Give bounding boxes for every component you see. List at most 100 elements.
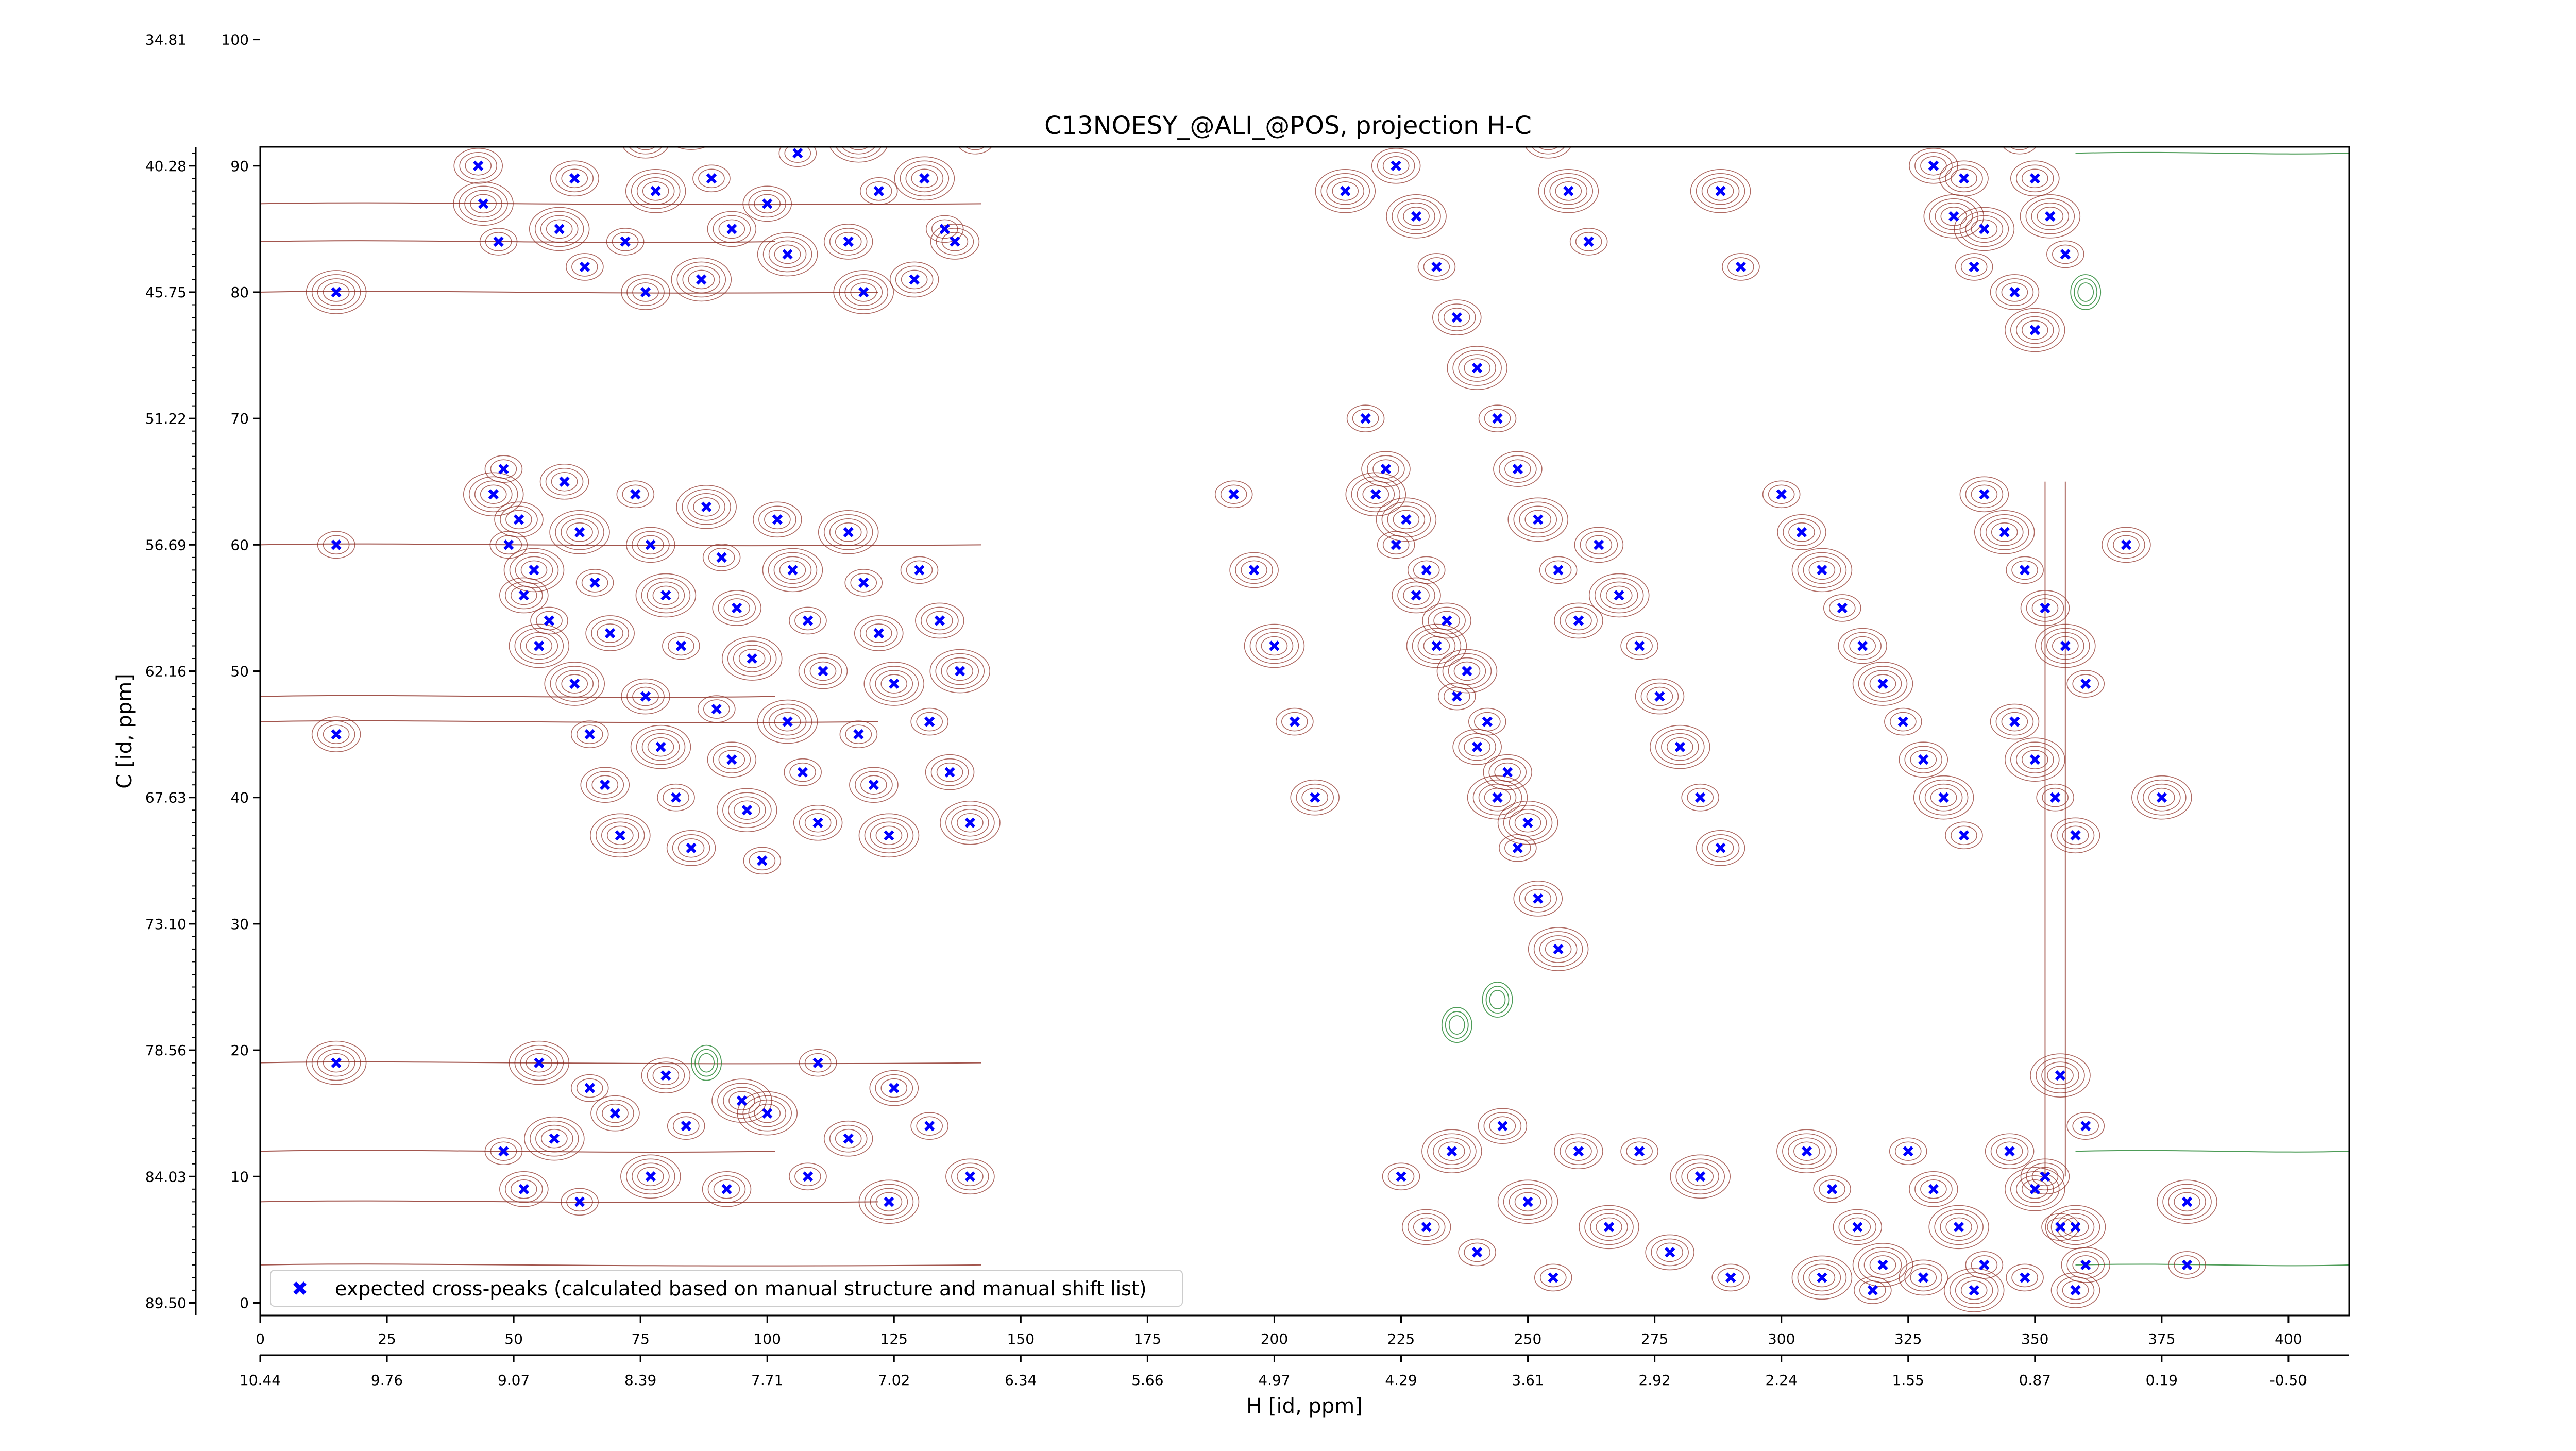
contour-ring xyxy=(617,81,643,99)
contour-ring xyxy=(591,619,629,647)
contour-ring xyxy=(692,164,731,193)
contour-ring xyxy=(748,190,787,218)
contour-ring xyxy=(2006,1263,2044,1292)
cross-peak-marker xyxy=(1725,1272,1736,1283)
contour-ring xyxy=(1823,594,1861,622)
x-ppm-tick-label: 7.02 xyxy=(878,1372,910,1389)
cross-peak-marker xyxy=(1889,61,1897,69)
contour-ring xyxy=(597,30,623,49)
contour-ring xyxy=(514,628,564,664)
contour-ring xyxy=(1544,173,1594,209)
cross-peak-marker xyxy=(545,124,553,132)
contour-ring xyxy=(597,623,623,643)
contour-ring xyxy=(839,274,889,310)
contour-ring xyxy=(1504,459,1531,479)
contour-ring xyxy=(317,720,355,748)
cross-peak-marker xyxy=(1969,261,1979,273)
contour-ring xyxy=(774,244,801,264)
contour-ring xyxy=(1905,64,1942,91)
contour-ring xyxy=(762,548,823,593)
contour-ring xyxy=(1397,581,1435,610)
contour-ring xyxy=(925,215,964,243)
contour-ring xyxy=(1776,1129,1837,1174)
cross-peak-marker xyxy=(1492,413,1503,424)
contour-streak xyxy=(260,1150,776,1153)
contour-ring xyxy=(629,147,663,155)
contour-ring xyxy=(789,606,827,635)
contour-ring xyxy=(711,1078,772,1123)
contour-ring xyxy=(1929,198,1979,234)
contour-ring xyxy=(946,661,974,681)
contour-ring xyxy=(1249,628,1299,664)
x-ppm-tick-label: 3.61 xyxy=(1512,1372,1544,1389)
cross-peak-marker xyxy=(909,274,920,285)
contour-ring xyxy=(844,569,883,597)
contour-ring xyxy=(667,110,716,145)
contour-ring xyxy=(1367,455,1405,483)
contour-ring xyxy=(778,147,817,167)
contour-ring xyxy=(1346,404,1385,432)
contour-ring xyxy=(875,825,903,846)
contour-ring xyxy=(1869,1255,1896,1275)
cross-peak-marker xyxy=(478,198,489,209)
contour-ring xyxy=(1895,102,1932,129)
contour-ring xyxy=(713,746,751,773)
cross-peak-marker xyxy=(2072,61,2080,69)
contour-ring xyxy=(779,560,806,580)
contour-ring xyxy=(1332,181,1359,201)
contour-ring xyxy=(845,724,872,744)
x-tick-label: 150 xyxy=(1007,1330,1035,1347)
contour-ring xyxy=(1377,531,1415,559)
contour-ring xyxy=(1940,207,1968,226)
contour-ring xyxy=(632,282,659,302)
contour-ring xyxy=(539,463,589,500)
cross-peak-marker xyxy=(493,236,504,247)
cross-peak-marker xyxy=(1919,73,1927,81)
contour-ring xyxy=(551,471,578,492)
contour-ring xyxy=(586,22,634,57)
contour-ring xyxy=(1681,1162,1719,1191)
cross-peak-marker xyxy=(534,1057,545,1068)
contour-ring xyxy=(742,1095,792,1132)
contour-ring xyxy=(1422,602,1471,639)
contour-ring xyxy=(1620,1137,1658,1166)
contour-ring xyxy=(1545,939,1572,959)
cross-peak-marker xyxy=(1938,792,1949,803)
contour-ring xyxy=(626,1158,675,1195)
contour-ring xyxy=(1955,1276,1993,1304)
contour-ring xyxy=(2056,821,2095,850)
cross-peak-marker xyxy=(1999,527,2010,537)
contour-ring xyxy=(1904,1263,1943,1292)
cross-peak-marker xyxy=(812,1057,823,1068)
contour-ring xyxy=(1255,632,1294,660)
contour-ring xyxy=(1437,682,1476,711)
y-ppm-tick-label: 62.16 xyxy=(145,663,187,680)
contour-ring xyxy=(576,724,603,744)
cross-peak-marker xyxy=(1289,716,1300,727)
contour-ring xyxy=(474,480,513,509)
contour-ring xyxy=(1483,754,1532,790)
contour-ring xyxy=(606,825,634,846)
contour-ring xyxy=(580,18,640,61)
contour-ring xyxy=(713,1179,740,1199)
cross-peak-marker xyxy=(1380,464,1392,475)
contour-ring xyxy=(804,813,832,833)
cross-peak-marker xyxy=(686,842,697,853)
contour-ring xyxy=(1797,552,1847,588)
contour-ring xyxy=(1913,775,1974,820)
cross-peak-marker xyxy=(1533,514,1544,525)
contour-ring xyxy=(1467,775,1528,820)
contour-ring xyxy=(1464,358,1490,378)
contour-ring xyxy=(1513,881,1563,917)
contour-ring xyxy=(1499,455,1537,483)
contour-ring xyxy=(520,632,558,660)
contour-ring xyxy=(1509,1188,1547,1216)
contour-ring xyxy=(1382,156,1410,176)
contour-ring xyxy=(738,649,766,668)
contour-ring xyxy=(529,207,590,251)
contour-ring xyxy=(484,1137,523,1166)
cross-peak-marker xyxy=(1826,1184,1838,1194)
contour-ring xyxy=(1995,278,2034,306)
contour-ring xyxy=(1635,678,1685,715)
contour-ring xyxy=(823,514,873,550)
